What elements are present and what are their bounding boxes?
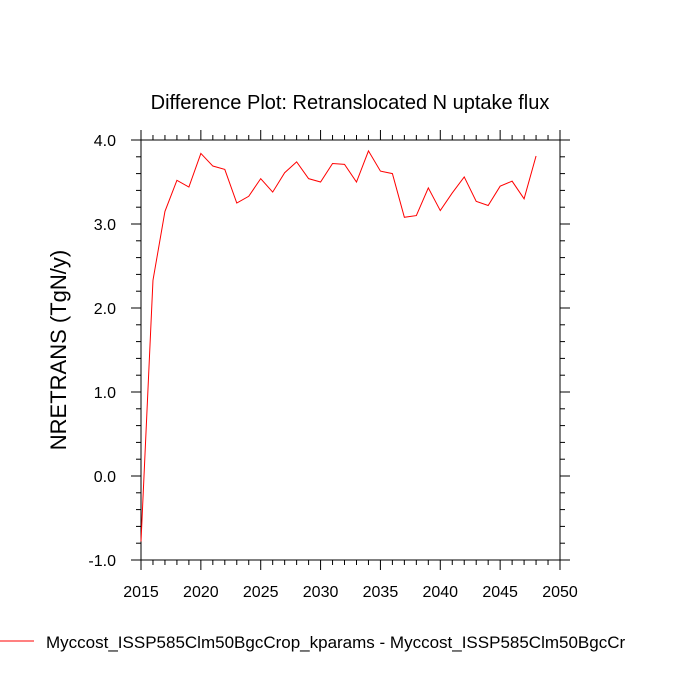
chart-title: Difference Plot: Retranslocated N uptake… bbox=[151, 92, 550, 114]
tick-labels: 2015 2020 2025 2030 2035 2040 2045 2050 -1.0 0.0 1… bbox=[88, 133, 577, 601]
x-tick-label: 2050 bbox=[542, 584, 578, 601]
series-line bbox=[140, 149, 537, 542]
y-tick-label: 4.0 bbox=[94, 133, 116, 150]
y-axis-label: NRETRANS (TgN/y) bbox=[46, 250, 71, 450]
y-tick-label: 0.0 bbox=[94, 469, 116, 486]
x-tick-label: 2030 bbox=[303, 584, 339, 601]
x-tick-label: 2020 bbox=[183, 584, 219, 601]
y-tick-label: 1.0 bbox=[94, 385, 116, 402]
axis-ticks bbox=[131, 130, 570, 570]
y-tick-label: 3.0 bbox=[94, 217, 116, 234]
x-tick-label: 2015 bbox=[123, 584, 159, 601]
x-tick-label: 2045 bbox=[482, 584, 518, 601]
y-tick-label: -1.0 bbox=[88, 553, 116, 570]
legend-label: Myccost_ISSP585Clm50BgcCrop_kparams - My… bbox=[46, 633, 626, 652]
x-tick-label: 2040 bbox=[422, 584, 458, 601]
x-tick-label: 2035 bbox=[363, 584, 399, 601]
plot-frame bbox=[140, 139, 561, 561]
x-tick-label: 2025 bbox=[243, 584, 279, 601]
y-tick-label: 2.0 bbox=[94, 301, 116, 318]
